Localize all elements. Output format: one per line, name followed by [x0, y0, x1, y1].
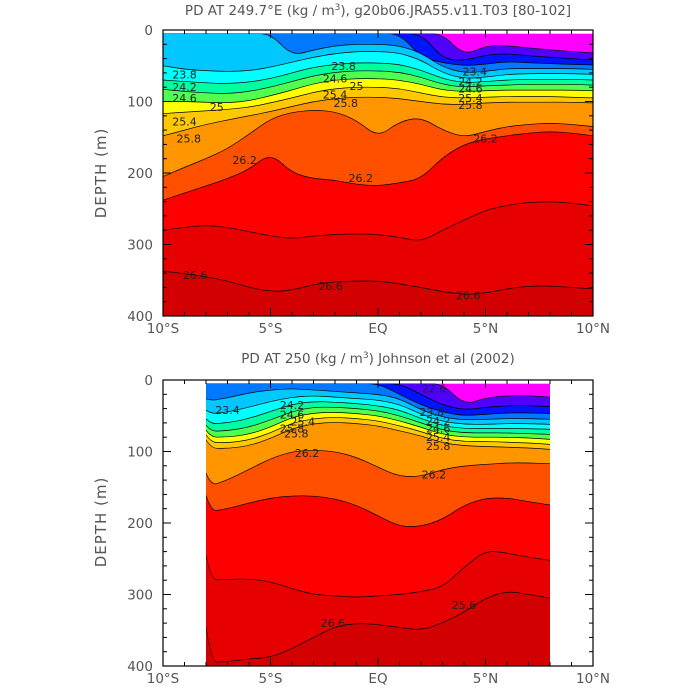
bottom-panel-ylabel: DEPTH (m): [92, 477, 110, 568]
contour-line-26-4: [206, 551, 550, 598]
x-tick-label: 10°S: [147, 321, 180, 337]
contour-line-23: [206, 383, 550, 416]
x-tick-label: 5°N: [473, 671, 498, 687]
contour-line-24-2: [163, 62, 593, 84]
y-tick-label: 200: [127, 166, 153, 182]
x-tick-label: 5°N: [473, 321, 498, 337]
contour-line-23-4: [163, 33, 593, 73]
contour-label: 25.8: [334, 97, 359, 110]
density-field: [163, 33, 593, 316]
top-panel-ylabel: DEPTH (m): [92, 128, 110, 219]
contour-label: 22.6: [422, 383, 447, 396]
contour-label: 25.4: [323, 88, 348, 101]
contour-label: 26.6: [318, 280, 343, 293]
y-tick-label: 100: [127, 445, 153, 461]
contour-line-25-8: [163, 96, 593, 137]
contour-line-26-2: [163, 110, 593, 177]
top-panel: PD AT 249.7°E (kg / m3), g20b06.JRA55.v1…: [92, 3, 610, 337]
contour-label: 24.2: [458, 75, 483, 88]
contour-label: 24.6: [458, 83, 483, 96]
contour-label: 26.2: [232, 154, 257, 167]
contour-label: 24.6: [172, 92, 197, 105]
contour-line-24-6: [206, 406, 550, 435]
density-field: [206, 383, 550, 666]
y-tick-label: 400: [127, 659, 153, 675]
contour-label: 26.2: [295, 447, 320, 460]
contour-label: 25.4: [426, 431, 451, 444]
contour-line-25-4: [206, 417, 550, 445]
contour-label: 25.6: [452, 599, 477, 612]
contour-label: 26.2: [473, 133, 498, 146]
contour-label: 25.4: [291, 415, 316, 428]
contour-label: 25.8: [284, 428, 309, 441]
contour-line-26-4: [163, 201, 593, 241]
x-tick-label: 10°N: [576, 671, 610, 687]
contour-label: 24.6: [280, 408, 305, 421]
contour-label: 25.8: [280, 423, 305, 436]
contour-label: 24.6: [323, 73, 348, 86]
contour-line-25-8: [206, 422, 550, 450]
contour-line-25-4: [163, 86, 593, 115]
contour-line-25: [206, 412, 550, 440]
contour-label: 23.8: [420, 406, 445, 419]
contour-label: 24.2: [280, 399, 305, 412]
contour-label: 25: [210, 101, 224, 114]
contour-label: 26.2: [349, 172, 374, 185]
contour-label: 25.4: [172, 116, 197, 129]
contour-label: 24.2: [426, 415, 451, 428]
contour-label: 26.6: [456, 289, 481, 302]
contour-label: 26.6: [321, 617, 346, 630]
bottom-panel: PD AT 250 (kg / m3) Johnson et al (2002)…: [92, 351, 610, 687]
y-tick-label: 200: [127, 516, 153, 532]
contour-label: 23.8: [331, 60, 356, 73]
density-band-26-4: [163, 201, 593, 316]
contour-label: 26.6: [183, 269, 208, 282]
contour-line-23-8: [206, 395, 550, 425]
x-tick-label: 5°S: [259, 321, 283, 337]
contour-line-25: [163, 78, 593, 104]
y-tick-label: 0: [144, 23, 153, 39]
x-tick-label: 10°N: [576, 321, 610, 337]
contour-line-26-3: [206, 494, 550, 527]
contour-label: 25: [350, 80, 364, 93]
contour-label: 25.8: [177, 133, 202, 146]
y-tick-label: 300: [127, 588, 153, 604]
contour-label: 23.8: [172, 68, 197, 81]
contour-line-26-3: [163, 131, 593, 201]
density-band-26-6: [206, 592, 550, 666]
contour-label: 25.8: [426, 440, 451, 453]
density-band-26-6: [163, 271, 593, 316]
contour-line-24-6: [163, 70, 593, 94]
contour-label: 25.8: [458, 99, 483, 112]
contour-label: 25.4: [458, 92, 483, 105]
contour-line-23-4: [206, 388, 550, 421]
y-tick-label: 300: [127, 238, 153, 254]
y-tick-label: 400: [127, 309, 153, 325]
x-tick-label: 5°S: [259, 671, 283, 687]
contour-label: 23.4: [463, 65, 488, 78]
contour-label: 26.2: [422, 468, 447, 481]
x-tick-label: 10°S: [147, 671, 180, 687]
y-tick-label: 100: [127, 95, 153, 111]
x-tick-label: EQ: [368, 321, 387, 337]
bottom-panel-title: PD AT 250 (kg / m3) Johnson et al (2002): [241, 351, 514, 367]
contour-label: 24.6: [426, 423, 451, 436]
contour-label: 23.4: [215, 404, 240, 417]
top-plot-area: 23.824.224.62525.425.826.223.824.62525.4…: [127, 23, 610, 337]
bottom-plot-area: 23.425.824.224.625.425.826.223.824.224.6…: [127, 373, 610, 687]
x-tick-label: EQ: [368, 671, 387, 687]
contour-line-26-6: [206, 591, 550, 663]
contour-line-23-8: [163, 51, 593, 79]
contour-line-26-2: [206, 450, 550, 485]
contour-line-24-2: [206, 401, 550, 430]
top-panel-title: PD AT 249.7°E (kg / m3), g20b06.JRA55.v1…: [185, 3, 571, 19]
contour-line-26-6: [163, 270, 593, 295]
y-tick-label: 0: [144, 373, 153, 389]
contour-label: 24.2: [172, 81, 197, 94]
